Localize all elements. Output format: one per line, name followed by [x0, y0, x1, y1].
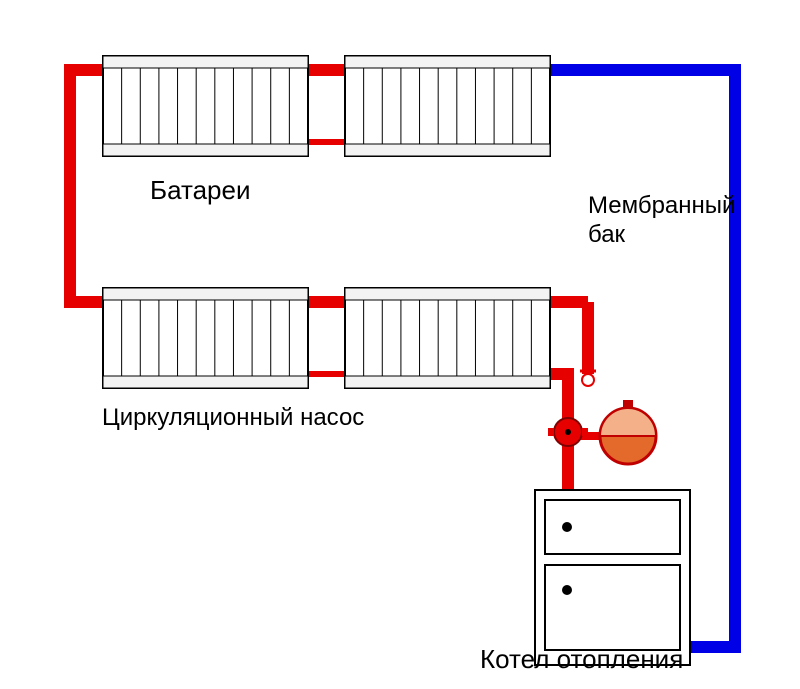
heating-boiler — [535, 490, 690, 665]
radiator-2 — [103, 288, 308, 388]
radiator-0 — [103, 56, 308, 156]
hot-supply-left — [70, 70, 103, 302]
expansion-tank — [600, 400, 656, 464]
label-pump: Циркуляционный насос — [102, 404, 364, 432]
label-tank: Мембранный бак — [588, 192, 735, 250]
radiator-3 — [345, 288, 550, 388]
label-boiler: Котел отопления — [480, 644, 683, 675]
heating-diagram — [0, 0, 800, 689]
radiator-1 — [345, 56, 550, 156]
circulation-pump — [548, 418, 588, 446]
label-radiators: Батареи — [150, 175, 250, 206]
